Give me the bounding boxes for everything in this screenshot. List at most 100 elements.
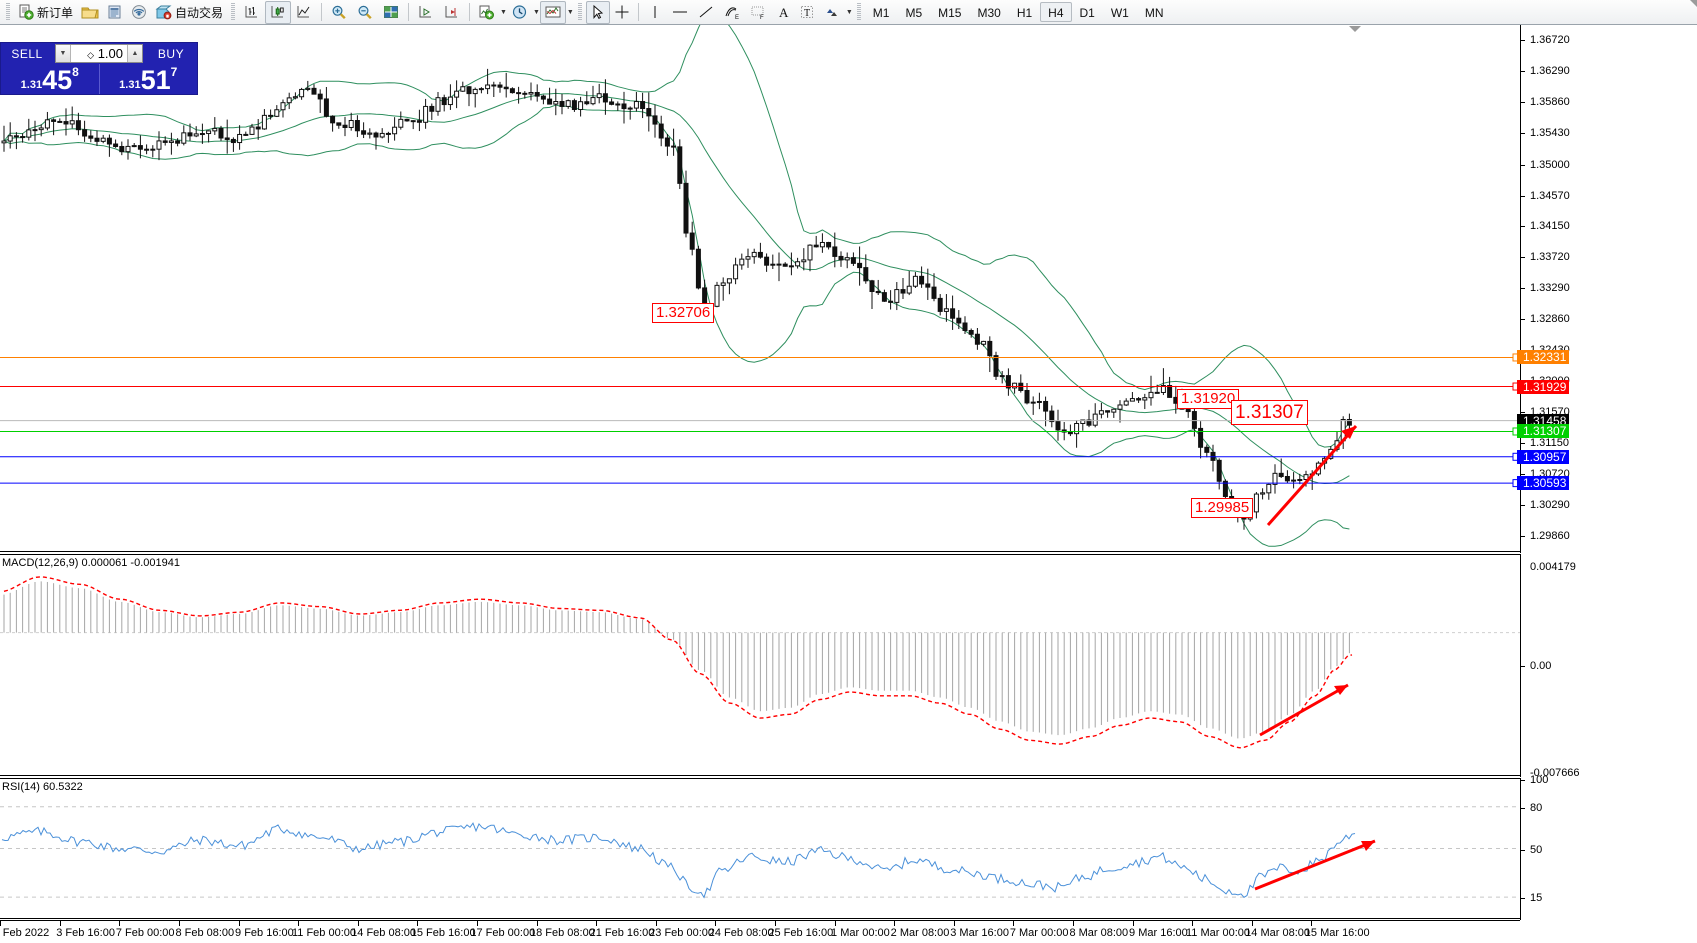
annotation-swing-high[interactable]: 1.32706 [652,303,715,323]
vertical-line-button[interactable] [643,1,667,24]
price-level-tag[interactable]: 1.30593 [1517,476,1570,491]
period-button[interactable] [507,1,532,24]
annotation-swing-low[interactable]: 1.29985 [1191,498,1254,518]
price-tick-label: 1.30290 [1530,499,1570,511]
auto-scroll-icon [419,6,432,18]
resize-corner-icon[interactable] [1690,0,1697,7]
data-window-button[interactable] [378,1,404,24]
toolbar-grip-3[interactable] [577,3,582,21]
price-tick: 1.29860 [1521,531,1570,542]
time-tick [477,921,478,926]
svg-text:E: E [735,15,739,20]
horizontal-line-button[interactable] [667,1,693,24]
bar-chart-button[interactable] [239,1,265,24]
chart-shift-button[interactable] [439,1,465,24]
auto-trading-button[interactable]: 自动交易 [151,1,227,24]
time-tick [119,921,121,926]
trendline-button[interactable] [693,1,719,24]
news-button[interactable] [103,1,127,24]
line-chart-button[interactable] [291,1,317,24]
price-tick: 1.33290 [1521,283,1570,294]
sell-button[interactable]: SELL [11,46,43,61]
add-indicator-caret-icon[interactable]: ▼ [500,8,507,16]
volume-value[interactable]: ◇ 1.00 [71,45,127,62]
candlestick-chart-button[interactable] [265,0,292,24]
folder-button[interactable] [77,1,103,24]
time-axis-label: 14 Feb 08:00 [351,927,417,939]
price-level-tag[interactable]: 1.30957 [1517,449,1570,464]
news-icon [108,5,121,19]
rsi-tick-label: 80 [1530,801,1543,814]
time-tick [179,921,180,926]
signal-icon [132,5,146,19]
period-caret-icon[interactable]: ▼ [532,8,540,16]
timeframe-w1[interactable]: W1 [1110,6,1129,20]
price-tick-label: 1.34570 [1530,189,1570,202]
fibonacci-button[interactable]: E [719,1,745,24]
crosshair-button[interactable] [610,1,634,24]
time-axis-label: Feb 2022 [2,927,50,939]
shapes-button[interactable] [819,1,845,24]
new-order-button[interactable]: 新订单 [14,1,77,24]
time-tick [417,921,419,926]
volume-increase-icon[interactable]: ▲ [127,45,142,62]
price-level-tag[interactable]: 1.31458 [1517,413,1570,428]
toolbar-grip[interactable] [6,3,10,21]
price-chart-pane[interactable] [0,25,1520,552]
cursor-button[interactable] [585,0,610,24]
toolbar-separator-3 [469,3,471,21]
price-tick-label: 1.31150 [1530,436,1569,449]
toolbar-grip-2[interactable] [231,3,236,21]
time-axis-label: 3 Mar 16:00 [950,927,1009,939]
templates-caret-icon[interactable]: ▼ [566,8,574,16]
zoom-out-button[interactable] [352,1,378,24]
timeframe-h1[interactable]: H1 [1016,6,1033,20]
rsi-tick: 50 [1521,843,1543,856]
one-click-trading-panel[interactable]: SELL ▼ ◇ 1.00 ▲ BUY 1.31 45 8 1.31 51 7 [0,42,198,95]
price-level-tag[interactable]: 1.31929 [1517,379,1570,394]
rsi-tick-label: 100 [1530,774,1549,786]
zoom-in-button[interactable] [326,1,352,24]
signal-button[interactable] [127,1,151,24]
buy-price-main: 51 [140,65,171,94]
sell-price[interactable]: 1.31 45 8 [1,64,99,94]
timeframe-d1[interactable]: D1 [1079,6,1095,20]
auto-scroll-button[interactable] [413,1,439,24]
timeframe-m15[interactable]: M15 [938,6,962,20]
text-label-button[interactable]: T [795,1,819,24]
timeframe-m1[interactable]: M1 [872,6,890,20]
timeframe-mn[interactable]: MN [1144,6,1164,20]
rsi-pane[interactable] [0,778,1520,919]
time-axis[interactable]: Feb 2022 3 Feb 16:00 7 Feb 00:00 8 Feb 08:0… [0,920,1520,943]
volume-input[interactable]: ▼ ◇ 1.00 ▲ [55,44,143,63]
sell-price-fraction: 8 [72,65,79,79]
shapes-caret-icon[interactable]: ▼ [845,8,853,16]
price-level-tag[interactable]: 1.32331 [1517,350,1570,365]
price-axis[interactable]: 1.36720 1.36290 1.35860 1.35430 1.35000 1.345… [1517,25,1697,553]
timeframe-h4[interactable]: H4 [1040,2,1072,22]
rsi-axis[interactable]: 100 80 50 15 [1520,775,1697,920]
buy-button[interactable]: BUY [157,46,185,61]
volume-decrease-icon[interactable]: ▼ [56,45,71,62]
toolbar-separator-2 [408,3,410,21]
time-axis-label: 15 Mar 16:00 [1304,927,1370,939]
channel-button[interactable]: F [745,1,771,24]
macd-pane[interactable] [0,554,1520,776]
time-axis-label: 15 Feb 16:00 [410,927,476,939]
timeframe-m30[interactable]: M30 [977,6,1001,20]
annotation-current-level[interactable]: 1.31307 [1231,400,1308,425]
add-indicator-button[interactable] [474,1,499,24]
timeframe-m5[interactable]: M5 [905,6,923,20]
macd-axis[interactable]: 0.004179 0.00 -0.007666 [1520,554,1697,779]
buy-price[interactable]: 1.31 51 7 [98,64,198,94]
annotation-resistance[interactable]: 1.31920 [1177,389,1240,409]
text-button[interactable]: A [771,1,795,24]
rsi-tick-label: 50 [1530,843,1543,856]
templates-button[interactable] [539,0,566,24]
rsi-chart-svg [0,806,1520,899]
toolbar-grip-4[interactable] [856,3,861,21]
candlestick-chart-icon [271,6,284,18]
price-level-tag[interactable]: 1.31307 [1517,424,1570,439]
expert-advisor-icon [155,5,172,20]
chart-scroll-handle[interactable] [1349,26,1361,32]
